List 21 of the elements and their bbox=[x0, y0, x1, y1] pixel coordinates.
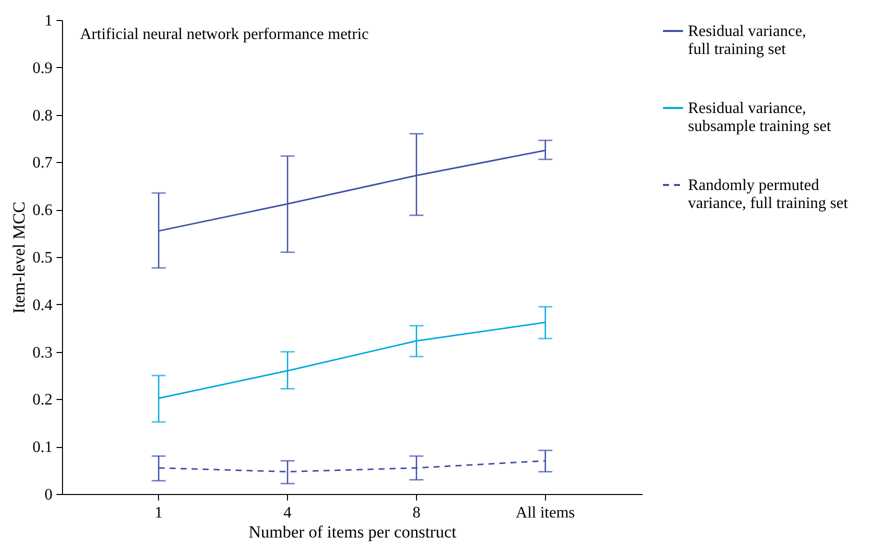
x-axis-title: Number of items per construct bbox=[248, 522, 457, 542]
x-tick-label: All items bbox=[516, 504, 575, 522]
y-tick-label: 0.1 bbox=[32, 439, 52, 456]
x-tick-label: 8 bbox=[412, 504, 420, 522]
y-axis-title: Item-level MCC bbox=[10, 202, 28, 314]
y-tick-label: 0.9 bbox=[32, 60, 52, 77]
y-tick-label: 0 bbox=[44, 486, 52, 504]
y-tick-label: 0.6 bbox=[32, 202, 52, 220]
x-tick-label: 4 bbox=[284, 504, 292, 522]
y-tick-label: 0.3 bbox=[32, 344, 52, 362]
y-tick-label: 0.8 bbox=[32, 107, 52, 124]
legend-label: Randomly permuted variance, full training set bbox=[688, 177, 848, 212]
y-tick-label: 0.5 bbox=[32, 250, 52, 266]
y-tick-label: 0.7 bbox=[32, 154, 52, 172]
legend-label: Residual variance, full training set bbox=[688, 23, 806, 58]
y-tick-label: 1 bbox=[44, 12, 52, 30]
y-tick-label: 0.4 bbox=[32, 296, 52, 314]
chart-title: Artificial neural network performance metric bbox=[80, 26, 369, 43]
y-tick-label: 0.2 bbox=[32, 392, 52, 409]
x-tick-label: 1 bbox=[154, 504, 163, 522]
legend-label: Residual variance, subsample training set bbox=[688, 100, 832, 135]
